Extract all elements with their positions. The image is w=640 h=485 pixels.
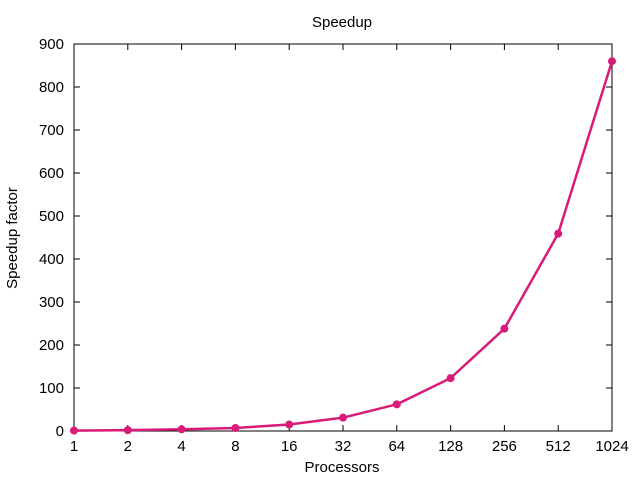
y-tick-label: 200 <box>39 337 64 354</box>
y-axis-label: Speedup factor <box>4 187 21 289</box>
x-tick-label: 1024 <box>595 438 628 455</box>
data-point <box>70 426 78 435</box>
data-point <box>392 400 401 409</box>
x-tick-label: 1 <box>70 438 78 455</box>
x-tick-label: 32 <box>335 438 352 455</box>
series-layer <box>70 57 616 435</box>
data-point <box>339 413 347 422</box>
x-axis: 1 2 4 8 16 32 64 128 256 512 1024 <box>70 44 629 455</box>
y-tick-label: 100 <box>39 380 64 397</box>
data-point <box>123 426 132 435</box>
y-tick-label: 0 <box>56 423 64 440</box>
y-tick-label: 800 <box>39 79 64 96</box>
chart-title: Speedup <box>312 14 372 31</box>
data-point <box>177 425 186 434</box>
data-point <box>500 324 509 333</box>
data-point <box>231 423 240 432</box>
data-point <box>285 420 294 429</box>
data-point <box>446 374 455 383</box>
plot-frame <box>73 43 613 432</box>
x-tick-label: 128 <box>438 438 463 455</box>
y-tick-label: 300 <box>39 294 64 311</box>
x-tick-label: 2 <box>124 438 132 455</box>
x-tick-label: 4 <box>177 438 185 455</box>
x-tick-label: 256 <box>492 438 517 455</box>
x-tick-label: 64 <box>388 438 405 455</box>
y-axis: 0 100 200 300 400 500 600 700 800 900 <box>39 36 612 440</box>
y-tick-label: 700 <box>39 122 64 139</box>
y-tick-label: 600 <box>39 165 64 182</box>
data-point <box>554 229 563 238</box>
y-tick-label: 400 <box>39 251 64 268</box>
y-tick-label: 900 <box>39 36 64 53</box>
x-tick-label: 16 <box>281 438 298 455</box>
data-point <box>608 57 616 66</box>
x-tick-label: 512 <box>546 438 571 455</box>
series-line <box>73 60 614 432</box>
x-tick-label: 8 <box>231 438 239 455</box>
y-tick-label: 500 <box>39 208 64 225</box>
x-axis-label: Processors <box>304 459 379 476</box>
